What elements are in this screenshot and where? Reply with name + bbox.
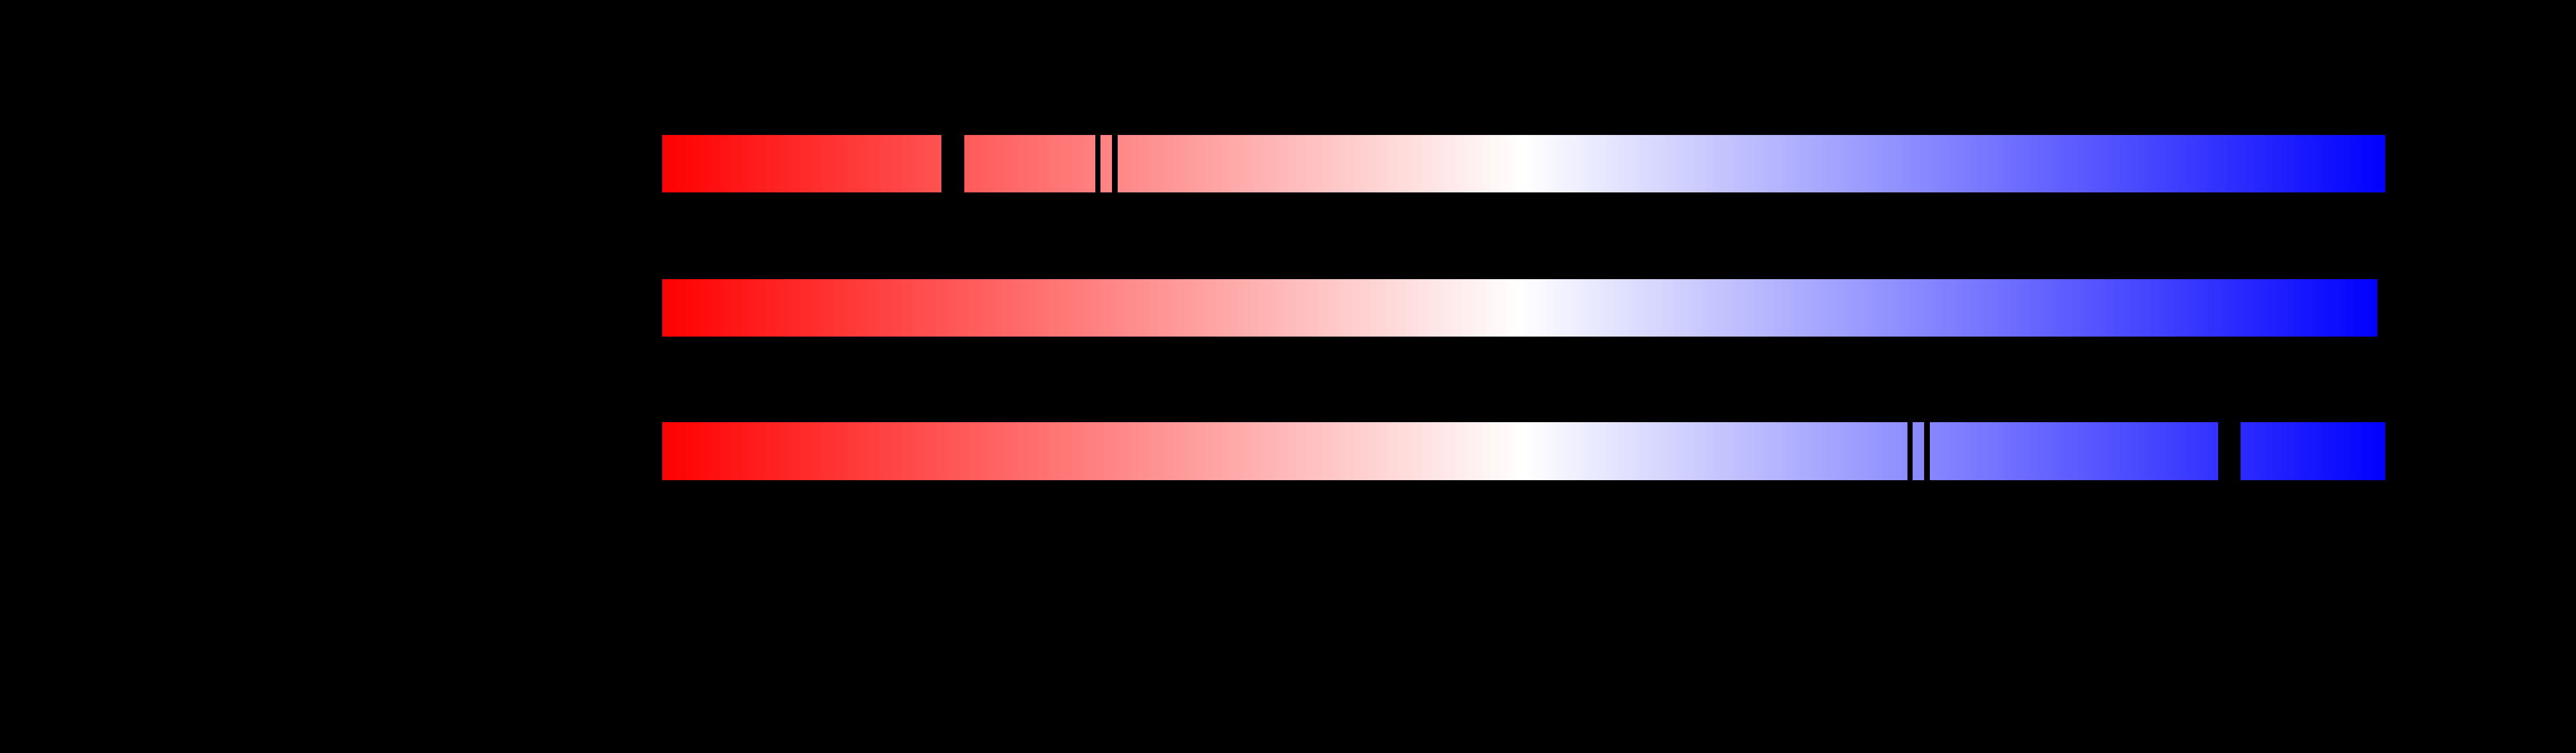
thin-tick-marker xyxy=(1924,422,1930,480)
gradient-bar-row-3 xyxy=(662,422,2385,480)
thin-tick-marker xyxy=(1095,135,1100,192)
thin-tick-marker xyxy=(1112,135,1118,192)
thin-tick-marker xyxy=(1907,422,1913,480)
gradient-bar-row-1 xyxy=(662,135,2385,192)
wide-gap-marker xyxy=(941,135,964,192)
gradient-bar-row-2 xyxy=(662,279,2377,337)
wide-gap-marker xyxy=(2218,422,2241,480)
